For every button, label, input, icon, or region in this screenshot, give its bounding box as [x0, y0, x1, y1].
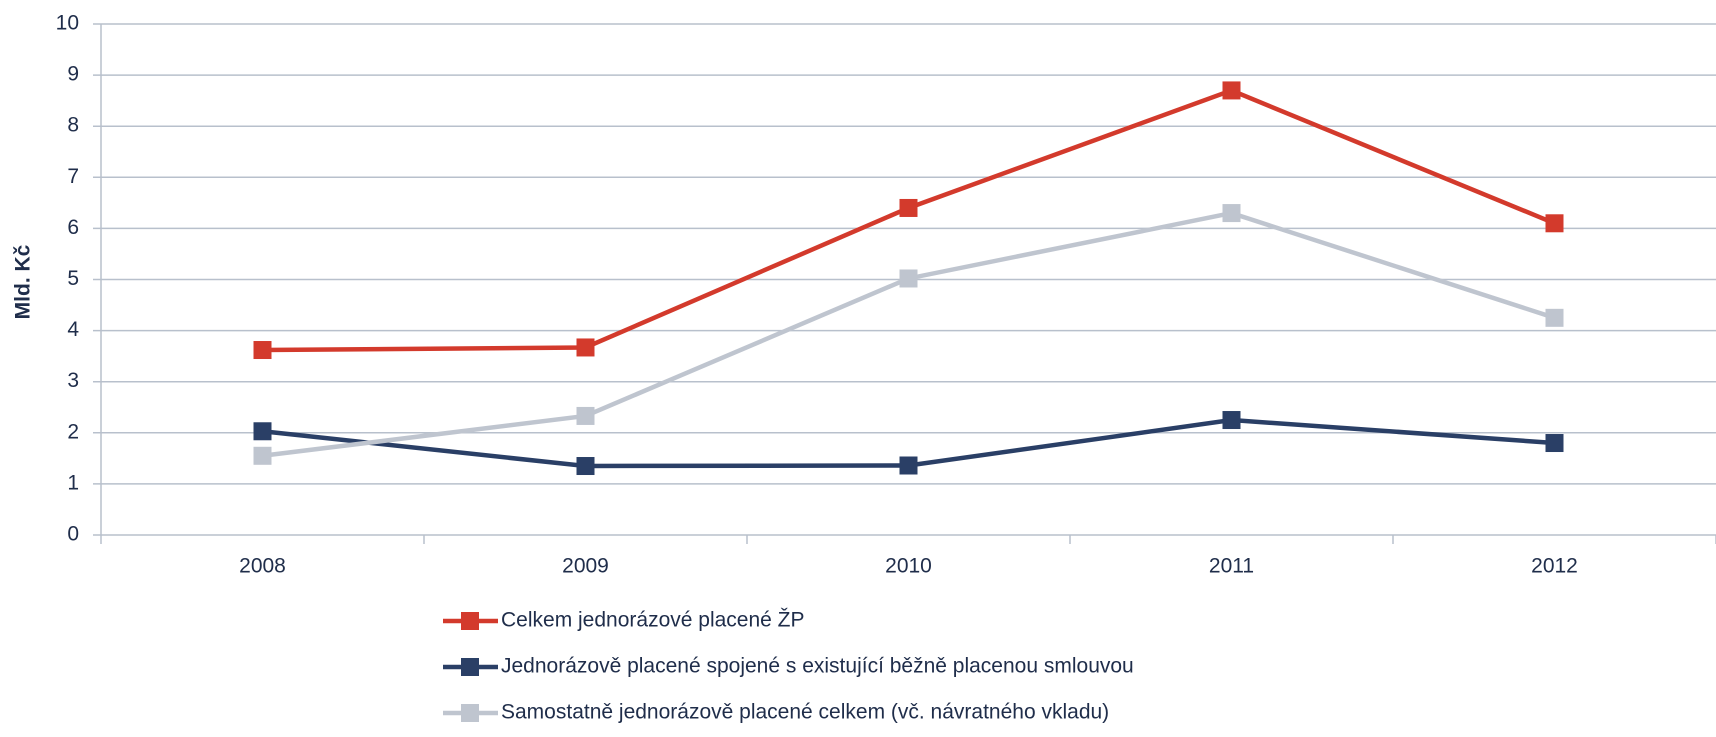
point-marker [1222, 411, 1241, 430]
y-tick-label: 0 [67, 523, 79, 546]
x-tick-label: 2010 [885, 555, 932, 578]
y-tick-label: 4 [67, 318, 79, 341]
legend-label: Celkem jednorázové placené ŽP [501, 609, 805, 632]
legend-marker [461, 658, 479, 676]
y-tick-label: 5 [67, 267, 79, 290]
point-marker [253, 422, 272, 441]
y-tick-label: 3 [67, 369, 79, 392]
legend-label: Samostatně jednorázově placené celkem (v… [501, 701, 1109, 724]
y-tick-label: 2 [67, 420, 79, 443]
point-marker [253, 446, 272, 465]
legend-label: Jednorázově placené spojené s existující… [501, 655, 1134, 678]
x-tick-label: 2012 [1531, 555, 1578, 578]
x-tick-label: 2011 [1209, 555, 1254, 578]
y-axis-label: Mld. Kč [12, 244, 35, 319]
point-marker [1222, 204, 1241, 223]
legend-marker [461, 612, 479, 630]
y-tick-label: 9 [67, 63, 79, 86]
series-line [262, 88, 1556, 353]
point-marker [576, 406, 595, 425]
y-tick-label: 1 [67, 471, 79, 494]
point-marker [1545, 434, 1564, 453]
point-marker [253, 341, 272, 360]
point-marker [899, 198, 918, 217]
y-tick-label: 7 [67, 165, 79, 188]
point-marker [576, 338, 595, 357]
point-marker [1545, 308, 1564, 327]
y-tick-label: 8 [67, 114, 79, 137]
y-tick-label: 6 [67, 216, 79, 239]
point-marker [899, 456, 918, 475]
point-marker [1222, 81, 1241, 100]
point-marker [576, 457, 595, 476]
x-tick-label: 2009 [562, 555, 609, 578]
point-marker [1545, 214, 1564, 233]
series-line [262, 210, 1556, 459]
x-tick-label: 2008 [239, 555, 286, 578]
y-tick-label: 10 [56, 12, 79, 35]
point-marker [899, 269, 918, 288]
legend-marker [461, 704, 479, 722]
